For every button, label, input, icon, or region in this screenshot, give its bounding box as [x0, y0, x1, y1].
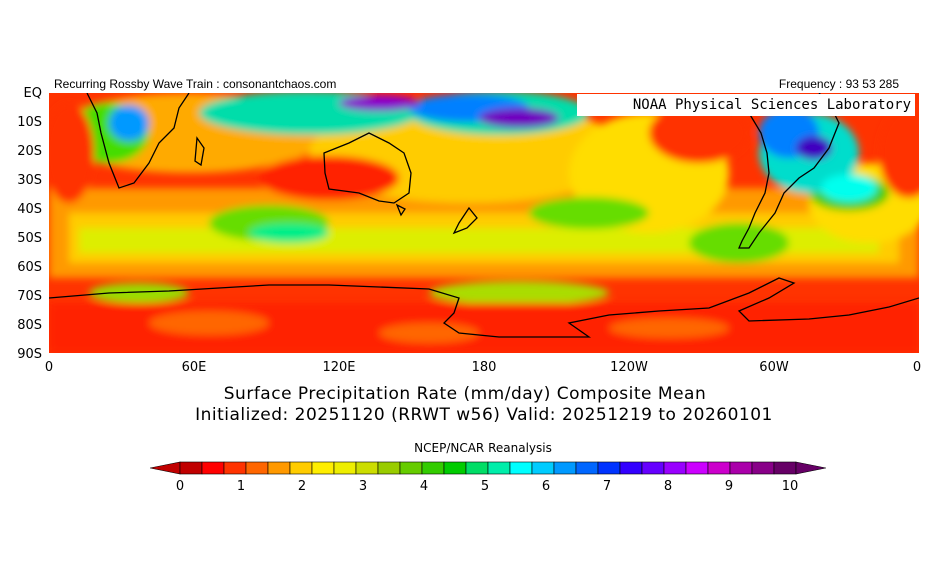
- coastlines: [48, 92, 920, 338]
- precip-field: [44, 91, 930, 353]
- colorbar-swatch: [421, 461, 445, 475]
- title-line1: Surface Precipitation Rate (mm/day) Comp…: [223, 384, 707, 404]
- lat-label: 90S: [17, 347, 42, 362]
- colorbar: [150, 461, 826, 475]
- colorbar-swatch: [531, 461, 555, 475]
- colorbar-swatch: [729, 461, 753, 475]
- colorbar-swatch: [773, 461, 797, 475]
- colorbar-tick: 9: [724, 479, 734, 494]
- lat-label: 40S: [17, 202, 42, 217]
- colorbar-tick: 3: [358, 479, 368, 494]
- colorbar-tick: 8: [663, 479, 673, 494]
- colorbar-swatch: [487, 461, 511, 475]
- colorbar-swatch: [575, 461, 599, 475]
- colorbar-swatch: [663, 461, 687, 475]
- map-svg: [44, 91, 930, 353]
- colorbar-tick: 1: [236, 479, 246, 494]
- colorbar-tick: 10: [781, 479, 799, 494]
- colorbar-swatch: [707, 461, 731, 475]
- colorbar-swatch: [465, 461, 489, 475]
- precipitation-map: [44, 91, 930, 353]
- colorbar-tick: 6: [541, 479, 551, 494]
- colorbar-swatch: [751, 461, 775, 475]
- title-line2: Initialized: 20251120 (RRWT w56) Valid: …: [195, 405, 773, 425]
- lat-label: 50S: [17, 231, 42, 246]
- colorbar-swatch: [223, 461, 247, 475]
- lon-label: 180: [471, 360, 497, 375]
- colorbar-swatch: [377, 461, 401, 475]
- colorbar-tick: 4: [419, 479, 429, 494]
- lat-label: 30S: [17, 173, 42, 188]
- header-left-text: Recurring Rossby Wave Train : consonantc…: [54, 77, 337, 91]
- colorbar-swatch: [267, 461, 291, 475]
- lat-label: 60S: [17, 260, 42, 275]
- lat-label: 10S: [17, 115, 42, 130]
- credit-box: NOAA Physical Sciences Laboratory: [577, 94, 915, 116]
- lon-label: 120E: [322, 360, 356, 375]
- lat-label: EQ: [23, 86, 42, 101]
- colorbar-swatch: [685, 461, 709, 475]
- lon-label: 0: [912, 360, 922, 375]
- lon-label: 120W: [610, 360, 648, 375]
- colorbar-swatch: [597, 461, 621, 475]
- colorbar-arrow-right: [795, 461, 826, 475]
- colorbar-tick: 2: [297, 479, 307, 494]
- colorbar-swatch: [641, 461, 665, 475]
- colorbar-arrow-left: [150, 461, 181, 475]
- colorbar-swatch: [509, 461, 533, 475]
- colorbar-swatch: [399, 461, 423, 475]
- colorbar-swatch: [553, 461, 577, 475]
- colorbar-swatch: [355, 461, 379, 475]
- colorbar-swatch: [311, 461, 335, 475]
- header-right-text: Frequency : 93 53 285: [778, 77, 899, 91]
- colorbar-swatch: [333, 461, 357, 475]
- colorbar-swatch: [289, 461, 313, 475]
- colorbar-tick: 0: [175, 479, 185, 494]
- colorbar-swatch: [179, 461, 203, 475]
- colorbar-swatch: [245, 461, 269, 475]
- colorbar-swatch: [201, 461, 225, 475]
- lon-label: 0: [44, 360, 54, 375]
- colorbar-source: NCEP/NCAR Reanalysis: [414, 441, 552, 455]
- lat-label: 80S: [17, 318, 42, 333]
- colorbar-tick: 5: [480, 479, 490, 494]
- lon-label: 60E: [181, 360, 207, 375]
- lon-label: 60W: [759, 360, 789, 375]
- colorbar-tick: 7: [602, 479, 612, 494]
- lat-label: 20S: [17, 144, 42, 159]
- lat-label: 70S: [17, 289, 42, 304]
- colorbar-swatch: [443, 461, 467, 475]
- colorbar-swatch: [619, 461, 643, 475]
